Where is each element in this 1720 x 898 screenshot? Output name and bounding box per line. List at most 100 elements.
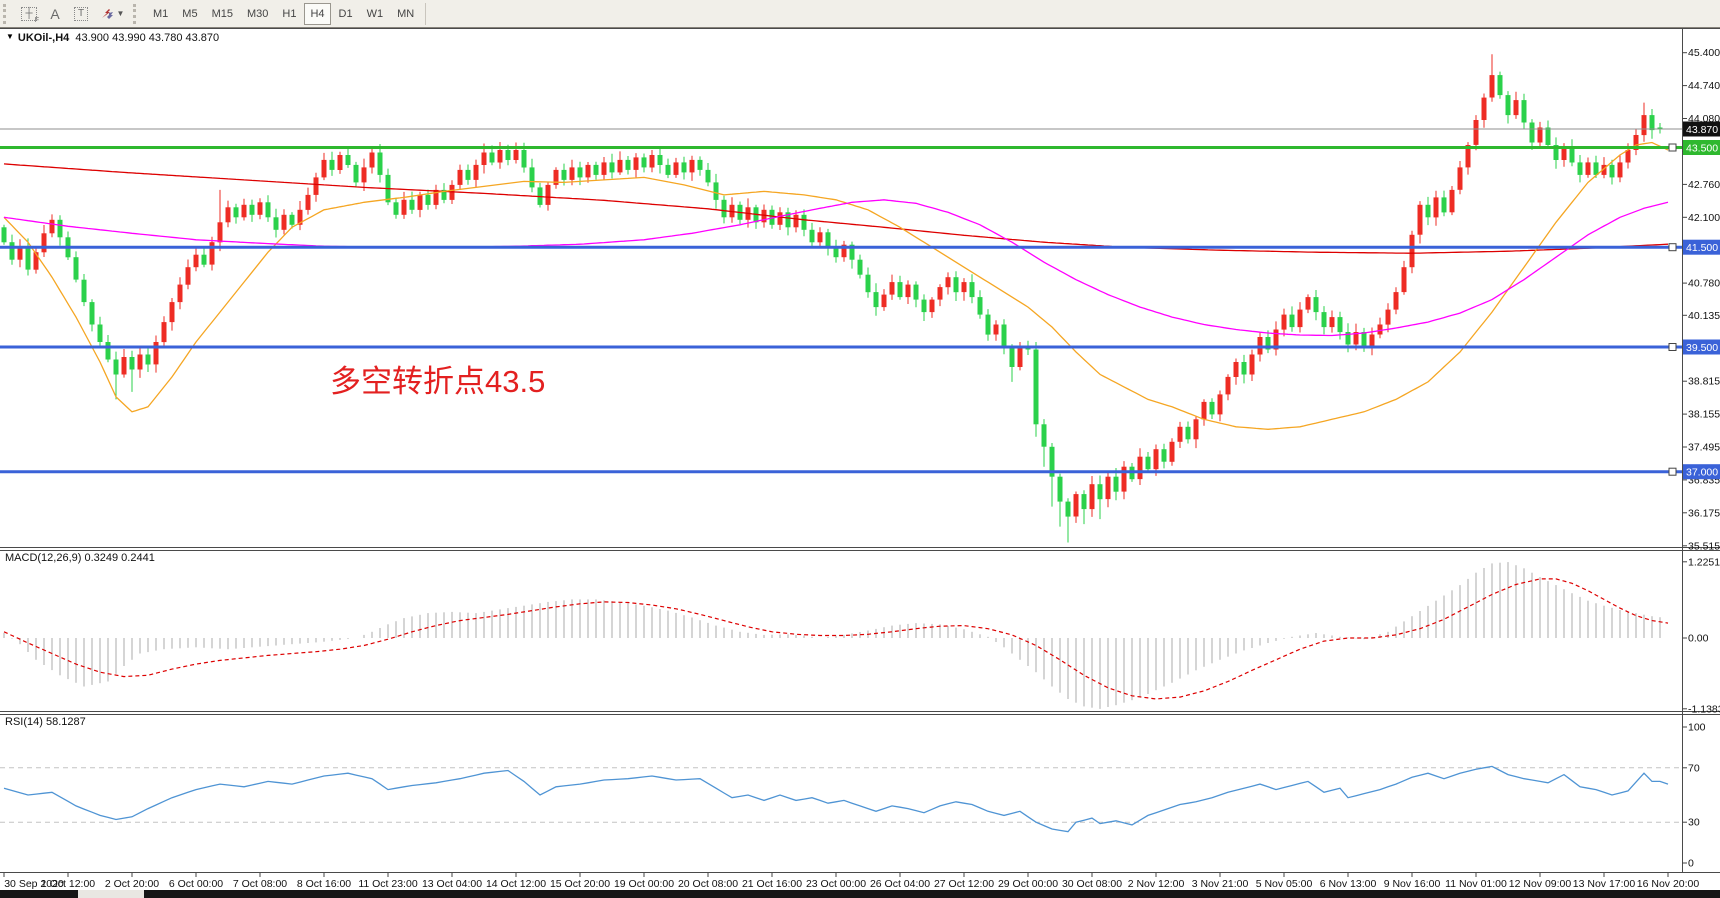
svg-text:23 Oct 00:00: 23 Oct 00:00 xyxy=(806,878,866,890)
timeframe-button-m1[interactable]: M1 xyxy=(153,7,169,20)
svg-text:43.870: 43.870 xyxy=(1686,124,1718,136)
svg-text:21 Oct 16:00: 21 Oct 16:00 xyxy=(742,878,802,890)
svg-text:40.780: 40.780 xyxy=(1688,278,1720,290)
ma-slow-red xyxy=(3,163,1669,254)
svg-text:26 Oct 04:00: 26 Oct 04:00 xyxy=(870,878,930,890)
svg-text:9 Nov 16:00: 9 Nov 16:00 xyxy=(1384,878,1441,890)
bottom-edge-notch xyxy=(78,890,144,898)
svg-text:12 Nov 09:00: 12 Nov 09:00 xyxy=(1509,878,1572,890)
arrows-glyph xyxy=(101,9,113,19)
svg-text:11 Nov 01:00: 11 Nov 01:00 xyxy=(1445,878,1507,890)
svg-text:35.515: 35.515 xyxy=(1688,540,1720,552)
timeframe-group: M1 M5 M15 M30 H1 H4 D1 W1 MN xyxy=(146,2,421,25)
timeframe-button-d1[interactable]: D1 xyxy=(338,7,353,20)
ma-fast-orange xyxy=(3,141,1669,430)
timeframe-button-h4[interactable]: H4 xyxy=(304,2,331,25)
timeframe-button-m15[interactable]: M15 xyxy=(211,7,233,20)
hline-handle[interactable] xyxy=(1668,343,1677,351)
svg-text:45.400: 45.400 xyxy=(1688,47,1720,59)
timeframe-button-w1[interactable]: W1 xyxy=(366,7,384,20)
text-icon[interactable]: T xyxy=(68,3,94,25)
text-label-icon[interactable]: A xyxy=(50,5,60,22)
svg-text:8 Oct 16:00: 8 Oct 16:00 xyxy=(297,878,351,890)
macd-indicator-title: MACD(12,26,9) 0.3249 0.2441 xyxy=(5,552,155,564)
chart-text-annotation[interactable]: 多空转折点43.5 xyxy=(330,364,546,399)
toolbar: ┼ F A T ▼ M1 M5 M15 M30 H1 H4 D1 W1 MN xyxy=(0,0,1720,28)
fibo-grid-glyph: ┼ xyxy=(21,6,37,21)
timeframe-button-m30[interactable]: M30 xyxy=(246,7,269,20)
toolbar-grip-2[interactable] xyxy=(133,3,141,24)
svg-text:29 Oct 00:00: 29 Oct 00:00 xyxy=(998,878,1058,890)
svg-text:1.2251: 1.2251 xyxy=(1688,556,1720,568)
hline-handle[interactable] xyxy=(1668,467,1677,476)
svg-text:0: 0 xyxy=(1688,858,1694,870)
rsi-line xyxy=(3,765,1669,833)
hline-badge-37000 xyxy=(1683,464,1720,480)
svg-text:27 Oct 12:00: 27 Oct 12:00 xyxy=(934,878,994,890)
svg-text:3 Nov 21:00: 3 Nov 21:00 xyxy=(1192,878,1249,890)
macd-panel xyxy=(3,562,1669,709)
svg-text:43.500: 43.500 xyxy=(1686,142,1718,154)
candles xyxy=(1,54,1663,543)
text-glyph: T xyxy=(73,6,89,21)
ohlc-readout: 43.900 43.990 43.780 43.870 xyxy=(75,32,220,44)
svg-text:38.815: 38.815 xyxy=(1688,376,1720,388)
hline-handle[interactable] xyxy=(1668,143,1677,152)
arrows-icon[interactable]: ▼ xyxy=(94,3,130,25)
svg-text:19 Oct 00:00: 19 Oct 00:00 xyxy=(614,878,674,890)
svg-text:13 Nov 17:00: 13 Nov 17:00 xyxy=(1573,878,1636,890)
svg-text:7 Oct 08:00: 7 Oct 08:00 xyxy=(233,878,287,890)
chart-title: ▼ UKOil-,H4 43.900 43.990 43.780 43.870 xyxy=(6,32,219,44)
svg-text:14 Oct 12:00: 14 Oct 12:00 xyxy=(486,878,546,890)
svg-text:44.740: 44.740 xyxy=(1688,80,1720,92)
price-axis: 45.40044.74044.08043.42042.76042.10041.4… xyxy=(1682,47,1720,870)
ma-mid-magenta xyxy=(3,199,1669,337)
svg-text:16 Nov 20:00: 16 Nov 20:00 xyxy=(1637,878,1700,890)
svg-text:13 Oct 04:00: 13 Oct 04:00 xyxy=(422,878,482,890)
chevron-down-icon: ▼ xyxy=(116,9,125,18)
fibo-grid-letter: F xyxy=(34,16,39,24)
hline-badge-43500 xyxy=(1683,140,1720,155)
svg-text:37.495: 37.495 xyxy=(1688,442,1720,454)
svg-text:30 Oct 08:00: 30 Oct 08:00 xyxy=(1062,878,1122,890)
svg-text:42.760: 42.760 xyxy=(1688,179,1720,191)
svg-text:42.100: 42.100 xyxy=(1688,212,1720,224)
svg-text:38.155: 38.155 xyxy=(1688,409,1720,421)
svg-text:0.00: 0.00 xyxy=(1688,633,1709,645)
svg-text:6 Oct 00:00: 6 Oct 00:00 xyxy=(169,878,223,890)
svg-text:30: 30 xyxy=(1688,817,1700,829)
timeframe-button-mn[interactable]: MN xyxy=(397,7,415,20)
rsi-panel xyxy=(0,765,1682,833)
rsi-indicator-title: RSI(14) 58.1287 xyxy=(5,716,86,728)
svg-text:2 Nov 12:00: 2 Nov 12:00 xyxy=(1128,878,1185,890)
svg-text:11 Oct 23:00: 11 Oct 23:00 xyxy=(358,878,418,890)
svg-text:1 Oct 12:00: 1 Oct 12:00 xyxy=(41,878,95,890)
fibo-grid-icon[interactable]: ┼ F xyxy=(16,3,42,25)
svg-text:15 Oct 20:00: 15 Oct 20:00 xyxy=(550,878,610,890)
panel-borders xyxy=(0,28,1720,873)
svg-text:70: 70 xyxy=(1688,762,1700,774)
svg-text:41.500: 41.500 xyxy=(1686,242,1718,254)
toolbar-separator xyxy=(425,2,427,25)
svg-text:30 Sep 2020: 30 Sep 2020 xyxy=(4,878,64,890)
svg-text:2 Oct 20:00: 2 Oct 20:00 xyxy=(105,878,159,890)
timeframe-button-h1[interactable]: H1 xyxy=(282,7,297,20)
toolbar-grip[interactable] xyxy=(3,3,11,24)
timeframe-button-m5[interactable]: M5 xyxy=(182,7,198,20)
symbol-name: UKOil-,H4 xyxy=(17,32,70,44)
svg-text:37.000: 37.000 xyxy=(1686,467,1718,479)
price-badges: 43.870 43.500 41.500 39.500 37.000 xyxy=(1683,121,1720,480)
macd-signal-line xyxy=(3,578,1669,700)
current-price-badge xyxy=(1683,121,1720,137)
svg-text:-1.1383: -1.1383 xyxy=(1688,703,1720,715)
svg-text:20 Oct 08:00: 20 Oct 08:00 xyxy=(678,878,738,890)
svg-text:40.135: 40.135 xyxy=(1688,310,1720,322)
hline-handle[interactable] xyxy=(1668,243,1677,252)
svg-text:36.175: 36.175 xyxy=(1688,507,1720,519)
hline-badge-41500 xyxy=(1683,239,1720,255)
chart-dropdown-icon[interactable]: ▼ xyxy=(6,32,14,41)
bottom-window-edge xyxy=(0,890,1720,898)
svg-text:6 Nov 13:00: 6 Nov 13:00 xyxy=(1320,878,1377,890)
